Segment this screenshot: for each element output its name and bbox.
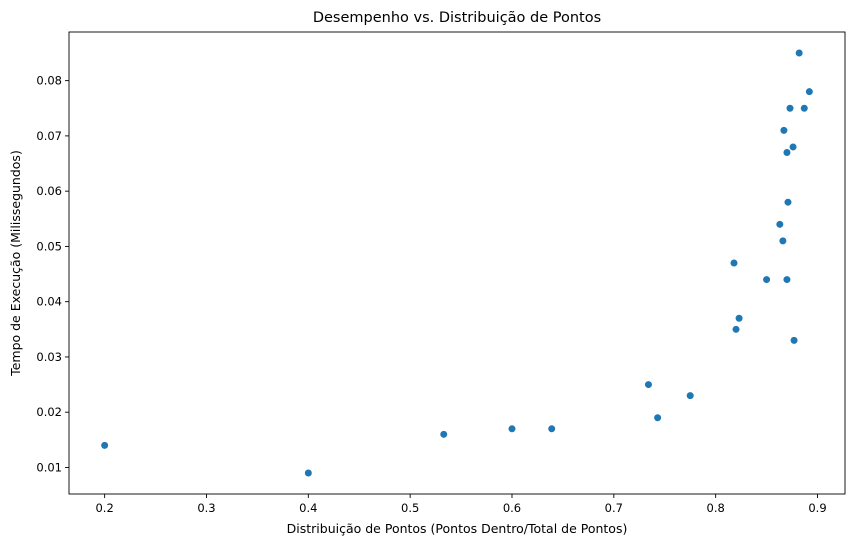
- data-point: [729, 258, 739, 268]
- data-point: [800, 104, 809, 113]
- x-tick-label: 0.2: [95, 501, 113, 515]
- data-points: [100, 48, 814, 478]
- y-tick-label: 0.02: [36, 405, 62, 419]
- data-point: [789, 336, 799, 345]
- chart-title: Desempenho vs. Distribuição de Pontos: [313, 10, 601, 26]
- data-point: [778, 236, 787, 245]
- data-point: [644, 380, 653, 389]
- x-tick-label: 0.9: [808, 501, 826, 515]
- data-point: [547, 424, 556, 433]
- y-tick-label: 0.01: [36, 460, 62, 474]
- data-point: [788, 142, 798, 152]
- data-point: [779, 126, 788, 135]
- data-point: [734, 314, 744, 323]
- x-tick-label: 0.7: [605, 501, 623, 515]
- data-point: [805, 87, 814, 96]
- y-tick-label: 0.06: [36, 184, 62, 198]
- data-point: [783, 198, 793, 207]
- y-tick-label: 0.04: [36, 295, 62, 309]
- x-tick-label: 0.6: [503, 501, 521, 515]
- x-tick-label: 0.3: [197, 501, 215, 515]
- data-point: [782, 148, 792, 157]
- plot-area: [69, 32, 845, 494]
- data-point: [653, 413, 662, 422]
- y-axis-ticks: 0.01 0.02 0.03 0.04 0.05 0.06 0.07 0.08: [36, 74, 69, 474]
- x-axis-ticks: 0.2 0.3 0.4 0.5 0.6 0.7 0.8 0.9: [95, 494, 827, 515]
- data-point: [439, 430, 448, 439]
- data-point: [785, 104, 795, 113]
- y-tick-label: 0.05: [36, 239, 62, 253]
- x-tick-label: 0.8: [707, 501, 725, 515]
- data-point: [731, 325, 741, 334]
- y-tick-label: 0.08: [36, 74, 62, 88]
- data-point: [507, 424, 517, 433]
- x-tick-label: 0.4: [299, 501, 317, 515]
- data-point: [686, 391, 695, 400]
- x-tick-label: 0.5: [401, 501, 419, 515]
- data-point: [304, 468, 313, 478]
- y-tick-label: 0.03: [36, 350, 62, 364]
- data-point: [762, 275, 771, 284]
- y-tick-label: 0.07: [36, 129, 62, 143]
- y-axis-label: Tempo de Execução (Milissegundos): [8, 150, 23, 377]
- data-point: [782, 275, 792, 284]
- plot-frame: [68, 31, 846, 495]
- data-point: [795, 48, 804, 58]
- data-point: [775, 220, 784, 229]
- x-axis-label: Distribuição de Pontos (Pontos Dentro/To…: [287, 521, 628, 536]
- data-point: [100, 441, 109, 450]
